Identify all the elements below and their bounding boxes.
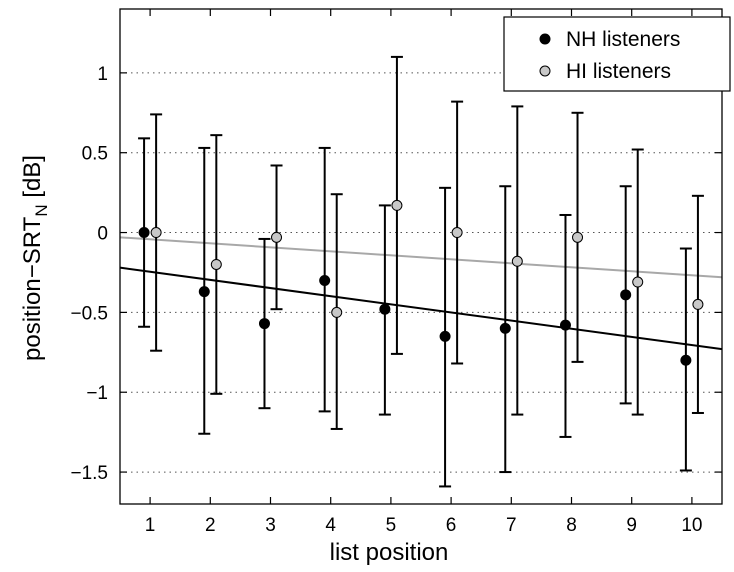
data-point-nh [198, 286, 210, 298]
data-point-nh [439, 330, 451, 342]
y-axis-label-unit: [dB] [19, 155, 46, 204]
legend-marker-nh [539, 33, 551, 45]
x-tick-label: 9 [626, 515, 637, 536]
x-tick-label: 5 [386, 515, 397, 536]
data-point-nh [319, 274, 331, 286]
x-tick-label: 8 [566, 515, 577, 536]
data-point-nh [379, 303, 391, 315]
x-axis-label: list position [330, 539, 449, 566]
x-tick-label: 1 [145, 515, 156, 536]
data-point-hi [572, 231, 584, 243]
fit-lines [119, 236, 723, 351]
legend-label-nh: NH listeners [566, 28, 680, 51]
data-point-nh [559, 319, 571, 331]
gridlines [120, 72, 722, 473]
x-tick-label: 7 [506, 515, 517, 536]
x-tick-labels: 1 2 3 4 5 6 7 8 9 10 [145, 515, 703, 536]
y-tick-label: −1.5 [70, 463, 108, 484]
data-point-nh [680, 354, 692, 366]
y-axis-label-main: position−SRT [19, 216, 46, 361]
data-point-nh [258, 318, 270, 330]
y-tick-label: 0.5 [82, 144, 108, 165]
y-tick-label: 0 [97, 224, 108, 245]
x-tick-label: 6 [446, 515, 457, 536]
y-tick-label: −0.5 [70, 303, 108, 324]
x-tick-label: 10 [681, 515, 702, 536]
fit-line-nh [119, 266, 723, 351]
legend-marker-hi [539, 65, 551, 77]
y-axis-label-subscript: N [32, 204, 51, 216]
data-points [138, 199, 704, 366]
data-point-hi [210, 258, 222, 270]
x-tick-label: 3 [265, 515, 276, 536]
y-tick-label: 1 [97, 64, 108, 85]
data-point-hi [451, 227, 463, 239]
data-point-hi [150, 227, 162, 239]
legend-label-hi: HI listeners [566, 60, 671, 83]
data-point-hi [331, 306, 343, 318]
y-tick-label: −1 [86, 383, 108, 404]
y-tick-labels: −1.5 −1 −0.5 0 0.5 1 [70, 64, 108, 484]
data-point-nh [499, 322, 511, 334]
y-axis-label: position−SRTN [dB] [19, 155, 51, 361]
data-point-hi [511, 255, 523, 267]
plot-frame [119, 8, 723, 505]
legend: NH listeners HI listeners [503, 16, 731, 92]
fit-line-hi [119, 236, 723, 279]
data-point-hi [632, 276, 644, 288]
x-tick-label: 2 [205, 515, 216, 536]
data-point-hi [692, 298, 704, 310]
data-point-hi [271, 231, 283, 243]
data-point-hi [391, 199, 403, 211]
data-point-nh [620, 289, 632, 301]
x-tick-label: 4 [325, 515, 336, 536]
legend-box [503, 16, 731, 92]
data-point-nh [138, 227, 150, 239]
